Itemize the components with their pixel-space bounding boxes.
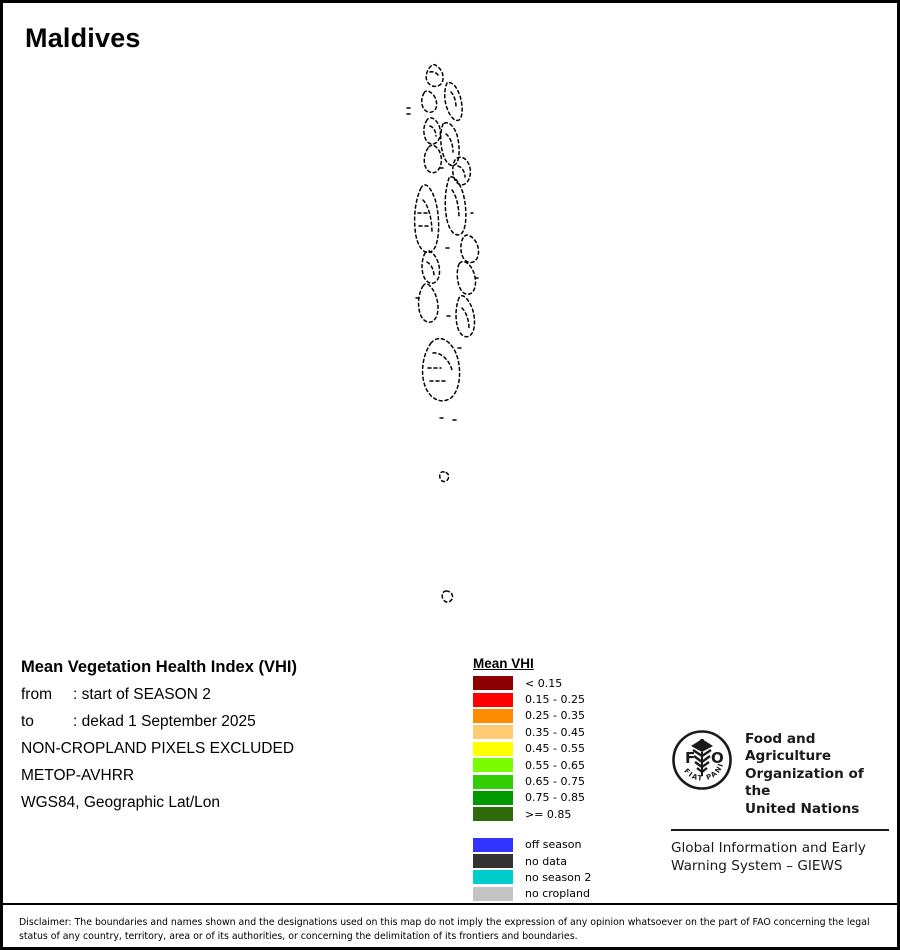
legend-row: 0.35 - 0.45 <box>473 724 591 740</box>
legend-label: 0.55 - 0.65 <box>525 758 585 772</box>
giews-line-2: Warning System – GIEWS <box>671 857 843 874</box>
legend-label: 0.15 - 0.25 <box>525 693 585 707</box>
legend-row: 0.65 - 0.75 <box>473 773 591 789</box>
page-title: Maldives <box>25 23 141 53</box>
legend-row: 0.55 - 0.65 <box>473 757 591 773</box>
legend-swatch <box>473 741 513 756</box>
fao-organization-name: Food and Agriculture Organization of the… <box>745 729 889 818</box>
legend-label: no cropland <box>525 887 590 901</box>
legend-swatch <box>473 837 513 852</box>
info-projection: WGS84, Geographic Lat/Lon <box>21 794 221 811</box>
legend-spacer <box>473 823 591 837</box>
legend-label: no data <box>525 854 567 868</box>
legend-swatch <box>473 758 513 773</box>
svg-text:F: F <box>685 749 695 767</box>
disclaimer-text: Disclaimer: The boundaries and names sho… <box>19 917 870 942</box>
legend-title: Mean VHI <box>473 656 534 671</box>
info-row-from: from : start of SEASON 2 <box>21 686 441 704</box>
legend-swatch <box>473 790 513 805</box>
legend-row: >= 0.85 <box>473 806 591 822</box>
legend-swatch <box>473 676 513 691</box>
disclaimer-divider <box>3 903 897 905</box>
legend-swatch <box>473 870 513 885</box>
legend-row-special: no cropland <box>473 886 591 902</box>
fao-org-line-3: United Nations <box>745 800 860 817</box>
legend-label: < 0.15 <box>525 676 563 690</box>
fao-divider <box>671 828 889 831</box>
fao-giews-block: F A O FIAT PANIS Food and Agriculture Or… <box>668 723 889 876</box>
legend-label: 0.65 - 0.75 <box>525 775 585 789</box>
info-heading: Mean Vegetation Health Index (VHI) <box>21 658 297 676</box>
legend-label: 0.25 - 0.35 <box>525 709 585 723</box>
legend-row-special: no data <box>473 853 591 869</box>
giews-name: Global Information and Early Warning Sys… <box>671 840 889 876</box>
legend-row: 0.15 - 0.25 <box>473 691 591 707</box>
legend-label: 0.75 - 0.85 <box>525 791 585 805</box>
fao-org-line-1: Food and Agriculture <box>745 731 832 765</box>
info-cropland-note: NON-CROPLAND PIXELS EXCLUDED <box>21 740 295 757</box>
legend-swatch <box>473 708 513 723</box>
map-info-block: Mean Vegetation Health Index (VHI) from … <box>21 658 441 821</box>
fao-header: F A O FIAT PANIS Food and Agriculture Or… <box>668 723 889 818</box>
giews-line-1: Global Information and Early <box>671 839 866 856</box>
maldives-atolls-outline <box>406 63 480 603</box>
info-to-key: to <box>21 713 34 730</box>
legend-label: off season <box>525 838 582 852</box>
legend-row-special: off season <box>473 837 591 853</box>
legend-swatch <box>473 774 513 789</box>
svg-text:O: O <box>711 749 724 767</box>
legend-label: >= 0.85 <box>525 807 572 821</box>
legend-row: 0.75 - 0.85 <box>473 790 591 806</box>
info-from-value: : start of SEASON 2 <box>73 686 211 703</box>
legend-swatch <box>473 886 513 901</box>
info-sensor: METOP-AVHRR <box>21 767 135 784</box>
legend-label: 0.35 - 0.45 <box>525 725 585 739</box>
fao-org-line-2: Organization of the <box>745 765 864 800</box>
map-legend: Mean VHI < 0.15 0.15 - 0.25 0.25 - 0.35 … <box>473 655 591 902</box>
map-canvas <box>383 48 553 628</box>
info-row-to: to : dekad 1 September 2025 <box>21 713 441 731</box>
legend-row-special: no season 2 <box>473 869 591 885</box>
legend-swatch <box>473 725 513 740</box>
legend-row: 0.25 - 0.35 <box>473 708 591 724</box>
legend-swatch <box>473 692 513 707</box>
legend-label: 0.45 - 0.55 <box>525 742 585 756</box>
legend-swatch <box>473 854 513 869</box>
legend-swatch <box>473 807 513 822</box>
info-from-key: from <box>21 686 52 703</box>
legend-row: < 0.15 <box>473 675 591 691</box>
fao-logo-icon: F A O FIAT PANIS <box>668 723 733 791</box>
svg-text:A: A <box>697 738 707 753</box>
info-to-value: : dekad 1 September 2025 <box>73 713 256 730</box>
legend-row: 0.45 - 0.55 <box>473 741 591 757</box>
legend-label: no season 2 <box>525 870 592 884</box>
